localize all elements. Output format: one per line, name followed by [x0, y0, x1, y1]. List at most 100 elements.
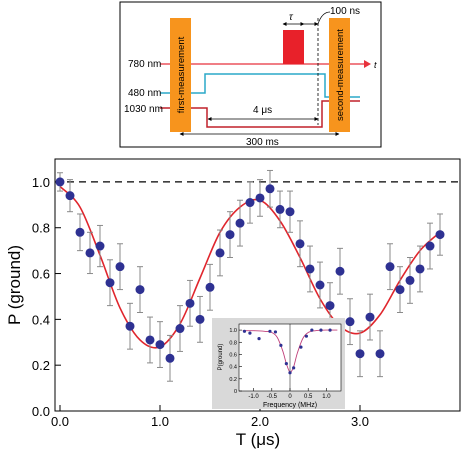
- inset-y-tick-label: 0.8: [229, 340, 237, 346]
- inset-x-tick-label: 1.0: [322, 394, 331, 400]
- main-plot-frame: [54, 158, 461, 412]
- delay-leader: [317, 11, 331, 25]
- data-point: [75, 227, 85, 237]
- inset-axis-ticks: -1.0 -0.5 0 0.5 1.0 0 0.2 0.4 0.6 0.8 1.0: [229, 328, 331, 400]
- inset-data-point: [279, 343, 283, 347]
- short-duration-label: 4 μs: [253, 105, 272, 116]
- data-point: [415, 264, 425, 274]
- data-point: [235, 218, 245, 228]
- inset-y-tick-label: 0.2: [229, 377, 237, 383]
- data-point: [335, 266, 345, 276]
- data-point: [295, 239, 305, 249]
- x-tick-label: 3.0: [351, 414, 369, 429]
- data-point: [305, 264, 315, 274]
- data-point: [355, 349, 365, 359]
- inset-data-point: [310, 328, 314, 332]
- label-480-nm: 480 nm: [128, 88, 161, 99]
- x-tick-label: 2.0: [251, 414, 269, 429]
- y-tick-label: 0.6: [32, 267, 50, 282]
- inset-data-point: [257, 337, 261, 341]
- inset-x-tick-label: -1.0: [248, 394, 259, 400]
- delay-label: 100 ns: [330, 6, 360, 17]
- data-point: [145, 335, 155, 345]
- time-arrow-head: [364, 60, 371, 68]
- second-measurement-label: second-measurement: [335, 29, 346, 121]
- inset-data-point: [288, 371, 292, 375]
- inset-data-point: [273, 330, 278, 334]
- data-point: [245, 198, 255, 208]
- inset-y-tick-label: 0.4: [229, 365, 237, 371]
- x-tick-label: 1.0: [151, 414, 169, 429]
- main-x-axis-label: T (μs): [236, 430, 280, 449]
- data-point: [195, 314, 205, 324]
- excitation-pulse: [283, 30, 304, 64]
- inset-y-axis-label: P(ground): [218, 344, 224, 371]
- data-point: [155, 340, 165, 350]
- data-point: [315, 280, 325, 290]
- inset-data-point: [292, 366, 296, 370]
- y-tick-label: 0.8: [32, 221, 50, 236]
- laser-1030-line: [160, 100, 360, 128]
- second-measurement-box: [329, 18, 350, 132]
- main-axis-ticks: 0.0 1.0 2.0 3.0 0.0 0.2 0.4 0.6 0.8 1.0: [32, 175, 369, 429]
- main-chart: 0.0 1.0 2.0 3.0 0.0 0.2 0.4 0.6 0.8 1.0 T (μs) P …: [5, 158, 461, 449]
- data-point: [285, 207, 295, 217]
- data-point: [255, 193, 265, 203]
- y-tick-label: 1.0: [32, 175, 50, 190]
- main-data-points: [55, 169, 445, 382]
- data-point: [345, 317, 355, 327]
- tau-label: τ: [289, 12, 294, 23]
- data-point: [85, 248, 95, 258]
- data-point: [265, 184, 275, 194]
- y-tick-label: 0.4: [32, 312, 50, 327]
- inset-x-tick-label: 0.5: [304, 394, 313, 400]
- main-y-axis-label: P (ground): [5, 245, 24, 325]
- data-point: [185, 298, 195, 308]
- label-780-nm: 780 nm: [128, 59, 161, 70]
- inset-data-point: [319, 328, 323, 332]
- data-point: [105, 278, 115, 288]
- y-tick-label: 0.0: [32, 404, 50, 419]
- pulse-sequence-diagram: t first-measurement second-measurement 7…: [119, 1, 382, 148]
- y-tick-label: 0.2: [32, 358, 50, 373]
- data-point: [135, 285, 145, 295]
- label-1030-nm: 1030 nm: [124, 104, 163, 115]
- data-point: [395, 285, 405, 295]
- long-duration-label: 300 ms: [246, 137, 279, 148]
- inset-chart: -1.0 -0.5 0 0.5 1.0 0 0.2 0.4 0.6 0.8 1.0 Frequenc…: [212, 318, 345, 409]
- time-axis-label: t: [374, 60, 377, 70]
- data-point: [425, 241, 435, 251]
- data-point: [405, 275, 415, 285]
- data-point: [325, 301, 335, 311]
- data-point: [275, 204, 285, 214]
- data-point: [215, 248, 225, 258]
- inset-x-axis-label: Frequency (MHz): [263, 402, 317, 409]
- data-point: [55, 177, 65, 187]
- inset-data-point: [242, 329, 247, 333]
- inset-data-point: [304, 334, 308, 338]
- data-point: [225, 230, 235, 240]
- inset-data-points: [242, 328, 332, 375]
- data-point: [125, 321, 135, 331]
- inset-y-tick-label: 0.6: [229, 352, 237, 358]
- data-point: [165, 353, 175, 363]
- inset-data-point: [248, 331, 252, 335]
- first-measurement-box: [170, 18, 191, 132]
- x-tick-label: 0.0: [51, 414, 69, 429]
- first-measurement-label: first-measurement: [176, 36, 187, 113]
- data-point: [175, 324, 185, 334]
- data-point: [385, 262, 395, 272]
- data-point: [435, 230, 445, 240]
- inset-data-point: [284, 361, 288, 366]
- inset-data-point: [268, 329, 272, 333]
- inset-y-tick-label: 1.0: [229, 328, 237, 334]
- inset-y-tick-label: 0: [234, 389, 237, 395]
- inset-data-point: [299, 345, 303, 349]
- data-point: [205, 282, 215, 292]
- inset-x-tick-label: 0: [288, 394, 292, 400]
- data-point: [375, 349, 385, 359]
- data-point: [95, 241, 105, 251]
- data-point: [365, 312, 375, 322]
- inset-x-tick-label: -0.5: [267, 394, 278, 400]
